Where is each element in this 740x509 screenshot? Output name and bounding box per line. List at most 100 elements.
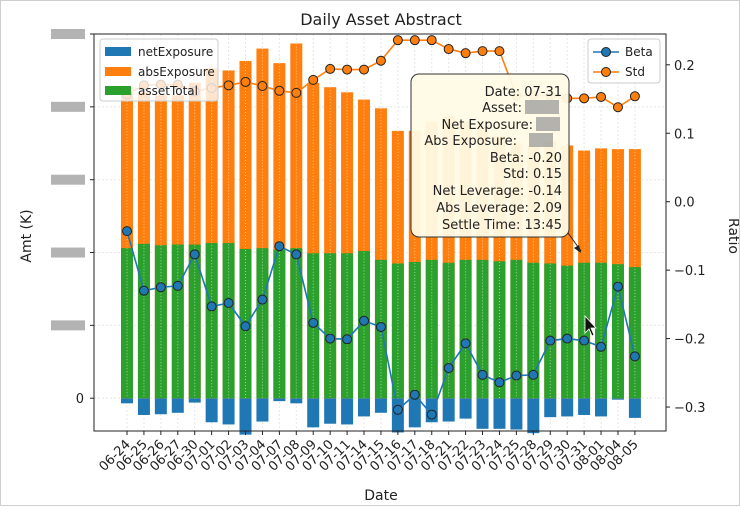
bar-assettotal [493,261,506,399]
marker-beta [359,315,370,326]
hover-tooltip: Date: 07-31 Asset: Net Exposure: Abs Exp… [410,73,582,253]
marker-std [426,35,437,46]
bar-assettotal [595,262,608,399]
marker-beta [122,226,132,237]
plot-frame [93,33,667,432]
marker-beta [612,281,623,292]
bar-assettotal [154,245,167,399]
marker-std [342,64,353,75]
left-tick-label-redacted [51,101,85,112]
marker-std [325,63,336,74]
marker-beta [409,389,420,400]
bar-netexposure [578,398,591,415]
bar-netexposure [561,398,574,417]
right-tick-label: −0.1 [674,264,706,279]
right-tick-label: −0.3 [674,401,706,416]
marker-std [274,85,285,96]
marker-beta [342,334,353,345]
marker-std [494,46,505,57]
left-tick-label: 0 [76,392,84,407]
right-tick-label: 0.2 [674,59,695,74]
bar-assettotal [476,259,489,399]
bar-netexposure [476,398,489,429]
bar-netexposure [171,398,184,413]
right-axis: 0.2 0.1 0.0 −0.1 −0.2 −0.3 [666,59,706,416]
y-axis-label-left: Amt (K) [19,209,35,262]
marker-std [240,76,251,87]
bar-netexposure [239,398,252,435]
legend-marker-beta [601,47,611,57]
bar-netexposure [121,398,133,404]
marker-std [579,93,590,104]
marker-beta [562,333,573,344]
bar-netexposure [154,398,167,415]
bar-assettotal [510,259,523,399]
bar-assettotal [222,243,235,399]
chart-title: Daily Asset Abstract [300,10,462,29]
marker-beta [189,249,200,260]
marker-beta [528,369,539,380]
marker-beta [291,249,302,260]
bar-netexposure [188,398,201,403]
marker-std [291,87,302,98]
bar-netexposure [222,398,235,425]
bar-assettotal [256,248,269,399]
marker-std [477,46,488,57]
legend-label-assettotal: assetTotal [138,84,198,98]
tooltip-abs-exposure-redacted [529,133,553,147]
tooltip-abs-leverage: Abs Leverage: 2.09 [436,201,562,216]
bar-assettotal [324,253,337,399]
tooltip-net-exposure-redacted [536,117,560,131]
legend-swatch-netexposure [105,47,131,56]
left-tick-label-redacted [51,29,85,39]
legend-label-beta: Beta [625,45,653,59]
marker-std [257,81,268,92]
right-tick-label: −0.2 [674,333,706,348]
tooltip-arrow-head [574,245,581,253]
right-tick-label: 0.0 [674,196,695,211]
bar-netexposure [374,398,387,413]
mouse-cursor-icon [584,314,597,337]
left-tick-label-redacted [51,247,85,258]
bar-assettotal [188,244,201,399]
marker-beta [172,280,183,291]
bar-netexposure [408,398,421,428]
marker-std [596,91,607,102]
bar-netexposure [544,398,557,418]
bar-netexposure [510,398,523,430]
marker-beta [206,301,217,312]
bar-netexposure [527,398,540,434]
marker-beta [426,409,437,420]
marker-std [223,80,234,91]
bar-assettotal [527,262,540,399]
legend-left: netExposure absExposure assetTotal [99,38,219,102]
marker-beta [155,282,166,293]
marker-beta [257,294,268,305]
marker-beta [511,370,522,381]
bar-netexposure [611,398,624,400]
left-axis: 0 [51,29,94,407]
marker-beta [477,369,488,380]
bar-netexposure [341,398,354,425]
marker-beta [460,338,471,349]
marker-std [409,35,420,46]
marker-std [612,102,623,113]
marker-std [392,35,403,46]
marker-beta [579,335,590,346]
legend-label-std: Std [625,65,645,79]
tooltip-date: Date: 07-31 [485,85,562,100]
legend-label-netexposure: netExposure [138,45,213,59]
cursor-arrow-shape [584,314,597,337]
marker-beta [308,317,319,328]
legend-swatch-assettotal [105,86,131,95]
marker-beta [274,241,285,252]
bar-netexposure [290,398,303,404]
bar-netexposure [595,398,608,417]
marker-beta [325,333,336,344]
marker-beta [545,335,556,346]
marker-beta [240,321,251,332]
bar-netexposure [628,398,641,418]
x-axis-label: Date [364,488,397,504]
